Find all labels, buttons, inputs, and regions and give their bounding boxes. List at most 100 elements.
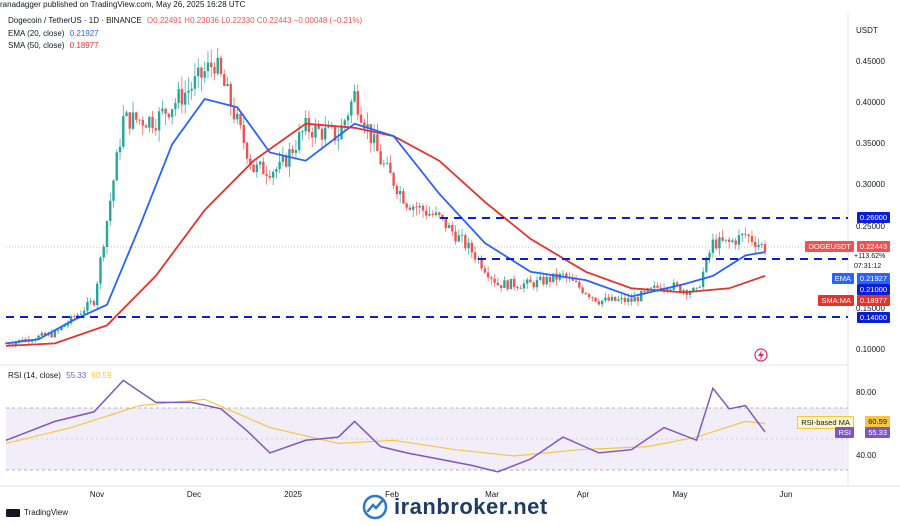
candle-body — [444, 217, 447, 229]
candle-body — [141, 119, 145, 126]
candle-body — [727, 239, 731, 242]
candle-body — [620, 297, 623, 300]
candle-body — [102, 246, 105, 258]
candle-body — [210, 62, 213, 67]
candle-body — [535, 279, 539, 288]
candle-body — [122, 116, 125, 147]
candle-body — [14, 342, 17, 345]
watermark-text: iranbroker.net — [394, 494, 548, 519]
ema-legend[interactable]: EMA (20, close) 0.21927 — [8, 29, 99, 38]
price-tick: 0.30000 — [856, 180, 885, 190]
currency-label: USDT — [856, 26, 878, 35]
candle-body — [597, 301, 601, 305]
price-tick: 0.10000 — [856, 345, 885, 354]
candle-body — [369, 124, 373, 143]
candle-body — [376, 134, 379, 152]
candle-body — [66, 323, 70, 326]
candle-body — [421, 205, 425, 211]
candle-body — [327, 125, 330, 128]
ema-legend-label: EMA (20, close) — [8, 29, 65, 38]
level-260-tag: 0.26000 — [856, 212, 890, 223]
candle-body — [219, 57, 223, 75]
candle-body — [747, 234, 750, 237]
candle-body — [60, 326, 63, 331]
candle-body — [232, 106, 236, 120]
candle-body — [532, 282, 535, 288]
sma-legend[interactable]: SMA (50, close) 0.18977 — [8, 41, 99, 50]
candle-body — [763, 244, 767, 253]
candle-body — [617, 299, 620, 301]
candle-body — [320, 128, 324, 140]
candle-body — [268, 175, 272, 178]
candle-body — [385, 162, 389, 164]
x-tick-jun: Jun — [779, 490, 793, 499]
candle-body — [239, 113, 242, 126]
candle-body — [539, 276, 542, 280]
candle-body — [692, 287, 695, 293]
candle-body — [115, 152, 118, 181]
candle-body — [69, 316, 73, 324]
candle-body — [460, 235, 464, 236]
candle-body — [548, 276, 552, 282]
candle-body — [382, 163, 386, 165]
rsi-ma-value-tag: 60.59 — [865, 416, 890, 427]
sma-legend-value: 0.18977 — [69, 41, 99, 50]
candle-body — [301, 131, 304, 133]
symbol-name[interactable]: Dogecoin / TetherUS · 1D · BINANCE — [8, 16, 142, 25]
tradingview-brand: TradingView — [24, 508, 69, 517]
candle-body — [288, 149, 291, 167]
candle-body — [408, 207, 412, 210]
candle-body — [623, 297, 627, 302]
candle-body — [470, 242, 474, 253]
rsi-tick-40: 40.00 — [856, 451, 877, 460]
candle-body — [483, 268, 487, 273]
rsi-tag: RSI — [835, 427, 854, 438]
candle-body — [718, 237, 721, 249]
rsi-line — [5, 379, 766, 473]
candle-body — [711, 239, 715, 253]
watermark-logo-icon — [362, 494, 388, 520]
candle-body — [402, 191, 405, 204]
candle-body — [252, 164, 255, 173]
candle-body — [245, 142, 249, 159]
candle-body — [193, 76, 197, 89]
candle-body — [128, 112, 131, 129]
candle-body — [337, 139, 340, 141]
candle-body — [346, 115, 350, 121]
candle-body — [734, 240, 737, 245]
candle-body — [258, 161, 262, 165]
candle-body — [372, 134, 376, 143]
candle-body — [226, 84, 229, 87]
candle-body — [607, 297, 610, 301]
price-tick: 0.25000 — [856, 221, 885, 231]
candle-body — [584, 292, 588, 295]
candle-body — [750, 236, 754, 242]
candle-body — [353, 91, 356, 102]
candle-body — [604, 297, 607, 301]
candle-body — [425, 210, 428, 216]
flash-icon-bolt — [758, 350, 764, 361]
tradingview-logo[interactable]: TradingView — [6, 508, 68, 517]
candle-body — [138, 119, 141, 121]
candle-body — [131, 112, 135, 129]
tradingview-mark-icon — [6, 508, 20, 517]
candle-body — [392, 172, 395, 186]
candle-body — [434, 212, 438, 216]
flash-icon — [754, 348, 768, 362]
candle-body — [343, 120, 346, 126]
candle-body — [56, 330, 60, 331]
candle-body — [389, 162, 392, 173]
rsi-legend[interactable]: RSI (14, close) 55.33 60.59 — [8, 371, 111, 380]
level-140-tag: 0.14000 — [856, 312, 890, 323]
candle-body — [395, 185, 399, 195]
candle-body — [200, 67, 203, 78]
candle-body — [265, 174, 268, 176]
candle-body — [757, 244, 760, 247]
level-210-tag: 0.21000 — [856, 284, 890, 295]
candle-body — [688, 292, 692, 295]
candle-body — [53, 330, 57, 338]
rsi-legend-value: 55.33 — [66, 371, 87, 380]
candle-body — [356, 91, 360, 115]
candle-body — [744, 233, 747, 235]
